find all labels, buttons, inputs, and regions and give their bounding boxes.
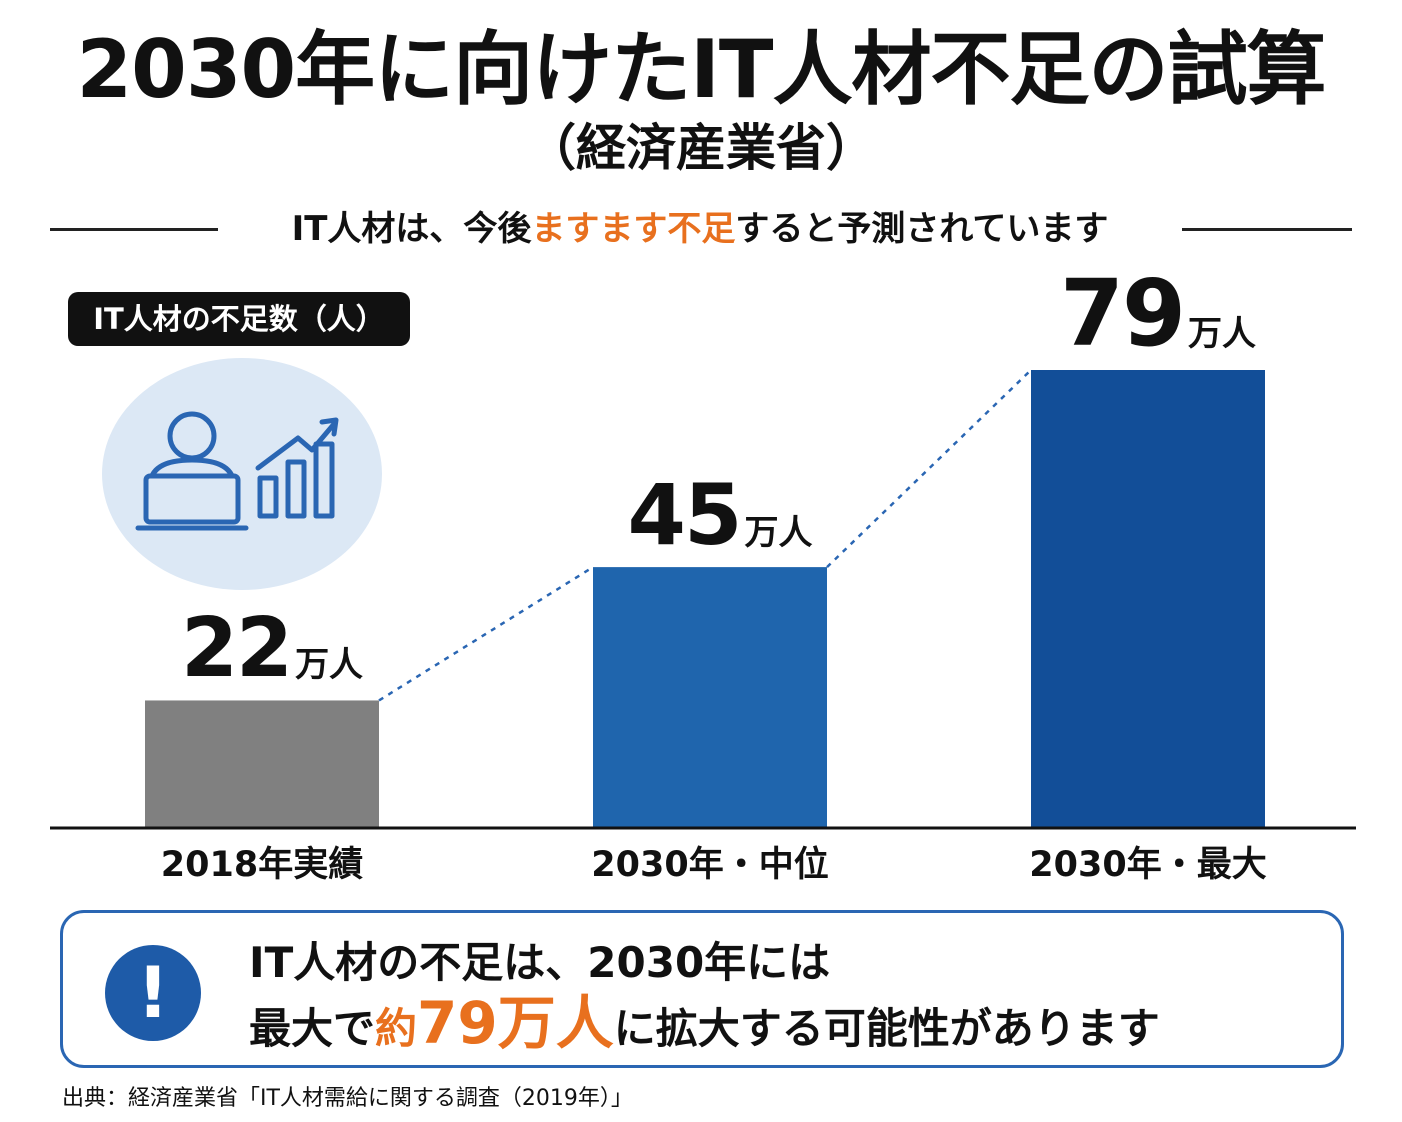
value-unit-1: 万人 <box>744 513 813 554</box>
tagline-prefix: IT人材は、今後 <box>291 209 532 249</box>
callout-line-1: IT人材の不足は、2030年には <box>249 938 831 987</box>
value-number-1: 45 <box>627 466 743 565</box>
x-tick-2030-mid: 2030年・中位 <box>591 845 829 885</box>
callout-line-2-prefix: 最大で <box>249 1004 376 1053</box>
page-subtitle: （経済産業省） <box>526 119 876 177</box>
trend-connector-1 <box>826 369 1032 569</box>
value-unit-0: 万人 <box>295 645 364 686</box>
trend-connector-0 <box>378 566 594 702</box>
exclamation-icon: ! <box>105 945 201 1041</box>
value-number-2: 79 <box>1059 260 1186 367</box>
y-axis-label-badge: IT人材の不足数（人） <box>68 292 410 346</box>
x-tick-2030-max: 2030年・最大 <box>1029 845 1267 885</box>
value-unit-2: 万人 <box>1188 314 1257 354</box>
tagline-highlight: ますます不足 <box>531 209 736 249</box>
bar-0 <box>145 700 379 828</box>
source-citation: 出典：経済産業省「IT人材需給に関する調査（2019年）」 <box>62 1086 633 1111</box>
callout-box: ! IT人材の不足は、2030年には 最大で約79万人に拡大する可能性があります <box>60 910 1344 1068</box>
bar-1 <box>593 567 827 828</box>
divider-right <box>1182 228 1352 231</box>
value-label-2: 79 万人 <box>1011 268 1305 360</box>
tagline-suffix: すると予測されています <box>735 209 1109 249</box>
value-label-0: 22 万人 <box>125 608 419 690</box>
callout-highlight-approx: 約 <box>375 1004 418 1053</box>
value-number-0: 22 <box>180 601 293 697</box>
tagline: IT人材は、今後ますます不足すると予測されています <box>230 206 1170 252</box>
callout-line-2: 最大で約79万人に拡大する可能性があります <box>249 993 1160 1059</box>
callout-line-2-suffix: に拡大する可能性があります <box>613 1004 1160 1053</box>
person-laptop-growth-icon <box>102 358 382 590</box>
page-title: 2030年に向けたIT人材不足の試算 <box>76 23 1327 116</box>
callout-highlight-value: 79万人 <box>417 989 614 1057</box>
x-tick-2018: 2018年実績 <box>160 845 364 885</box>
divider-left <box>50 228 218 231</box>
bar-2 <box>1031 370 1265 828</box>
value-label-1: 45 万人 <box>573 473 867 557</box>
